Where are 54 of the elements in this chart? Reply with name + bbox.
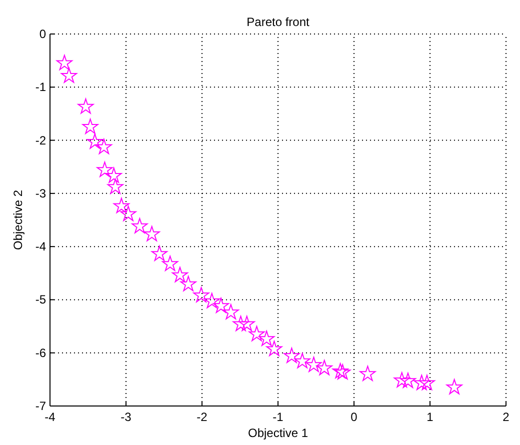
point: [418, 374, 435, 390]
point: [113, 198, 130, 214]
point: [60, 68, 78, 83]
point: [96, 138, 112, 154]
x-tick-label: -3: [120, 410, 132, 424]
point: [414, 374, 430, 390]
y-tick-label: 0: [39, 27, 46, 41]
x-axis-title: Objective 1: [248, 426, 308, 440]
point: [172, 266, 188, 282]
point: [106, 167, 122, 183]
point: [258, 330, 275, 346]
point: [204, 292, 220, 308]
x-tick-label: -1: [272, 410, 284, 424]
point: [82, 118, 98, 134]
point: [78, 98, 94, 114]
point: [162, 256, 178, 271]
x-tick-label: 0: [350, 410, 358, 424]
point: [222, 304, 239, 320]
point: [132, 218, 148, 234]
point: [232, 316, 249, 332]
y-tick-label: -3: [35, 186, 46, 200]
x-tick-label: -2: [196, 410, 208, 424]
x-tick-label: -4: [44, 410, 56, 424]
chart-title: Pareto front: [246, 15, 310, 29]
point: [266, 340, 282, 356]
point: [86, 133, 103, 149]
y-tick-label: -7: [35, 399, 46, 413]
point: [306, 356, 322, 372]
point: [394, 372, 410, 388]
y-tick-label: -6: [35, 346, 46, 360]
y-axis-title: Objective 2: [11, 190, 25, 250]
point: [294, 352, 310, 368]
point: [151, 246, 168, 261]
point: [360, 366, 376, 382]
y-tick-label: -1: [35, 80, 46, 94]
point: [212, 298, 230, 313]
point: [144, 226, 160, 242]
y-tick-label: -2: [35, 133, 46, 148]
x-tick-label: 1: [426, 410, 434, 424]
point: [238, 316, 255, 332]
x-tick-label: 2: [502, 410, 510, 424]
point: [120, 206, 136, 222]
point: [446, 379, 462, 394]
point: [284, 348, 300, 363]
point: [56, 54, 72, 70]
y-tick-label: -4: [35, 240, 46, 254]
y-tick-label: -5: [35, 292, 46, 307]
point: [96, 162, 113, 177]
point: [400, 372, 416, 388]
point: [248, 326, 265, 342]
point: [107, 178, 124, 194]
point: [316, 360, 332, 376]
point: [193, 287, 210, 302]
point: [180, 276, 196, 292]
